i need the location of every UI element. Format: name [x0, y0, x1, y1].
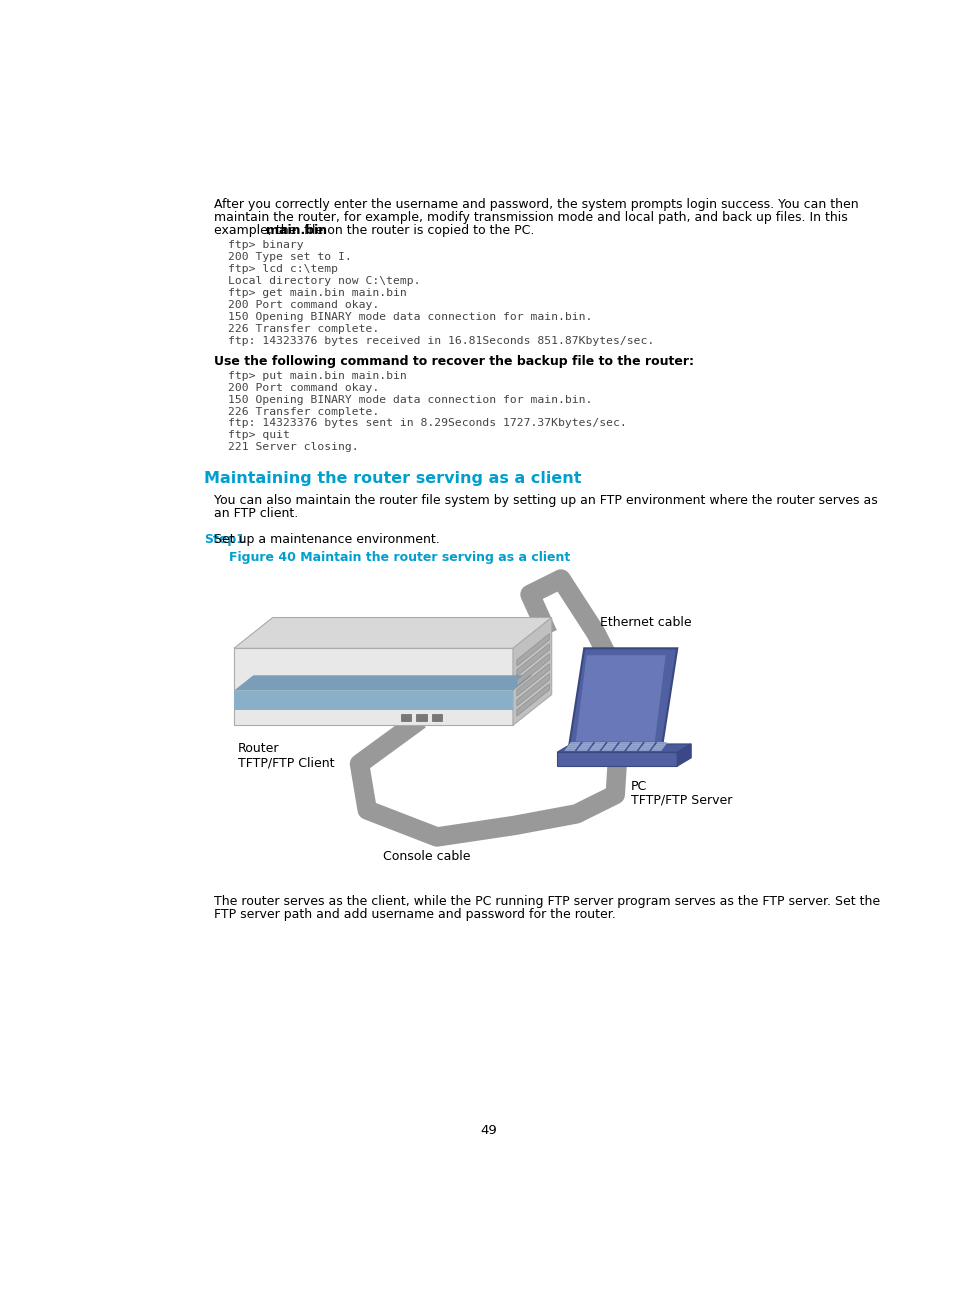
Text: Step1: Step1	[204, 533, 245, 546]
Polygon shape	[517, 674, 549, 706]
Polygon shape	[639, 748, 649, 750]
Polygon shape	[568, 648, 677, 748]
Text: ftp> get main.bin main.bin: ftp> get main.bin main.bin	[228, 288, 406, 298]
Polygon shape	[604, 744, 616, 746]
Text: ftp: 14323376 bytes received in 16.81Seconds 851.87Kbytes/sec.: ftp: 14323376 bytes received in 16.81Sec…	[228, 336, 654, 346]
Text: ftp> lcd c:\temp: ftp> lcd c:\temp	[228, 264, 337, 273]
Bar	[431, 714, 442, 722]
Polygon shape	[592, 744, 603, 746]
Polygon shape	[603, 746, 614, 749]
Text: FTP server path and add username and password for the router.: FTP server path and add username and pas…	[213, 907, 615, 921]
Text: TFTP/FTP Server: TFTP/FTP Server	[630, 794, 731, 807]
Polygon shape	[233, 648, 513, 726]
Text: PC: PC	[630, 780, 646, 793]
Polygon shape	[606, 743, 617, 744]
Text: 49: 49	[480, 1124, 497, 1137]
Polygon shape	[656, 743, 666, 744]
Polygon shape	[617, 744, 628, 746]
Polygon shape	[569, 743, 579, 744]
Polygon shape	[629, 744, 640, 746]
Polygon shape	[575, 656, 665, 741]
Polygon shape	[581, 743, 592, 744]
Polygon shape	[233, 617, 551, 648]
Text: 200 Port command okay.: 200 Port command okay.	[228, 382, 378, 393]
Polygon shape	[640, 746, 651, 749]
Polygon shape	[517, 634, 549, 666]
Text: 226 Transfer complete.: 226 Transfer complete.	[228, 407, 378, 416]
Text: Router: Router	[237, 743, 279, 756]
Polygon shape	[631, 743, 641, 744]
Text: Console cable: Console cable	[382, 850, 470, 863]
Polygon shape	[517, 684, 549, 717]
Polygon shape	[677, 744, 691, 766]
Polygon shape	[614, 748, 624, 750]
Polygon shape	[601, 748, 612, 750]
Polygon shape	[654, 744, 665, 746]
Polygon shape	[591, 746, 601, 749]
Text: example, the: example, the	[213, 224, 300, 237]
Polygon shape	[557, 752, 677, 766]
Polygon shape	[643, 743, 654, 744]
Bar	[416, 714, 427, 722]
Text: You can also maintain the router file system by setting up an FTP environment wh: You can also maintain the router file sy…	[213, 494, 877, 507]
Text: 226 Transfer complete.: 226 Transfer complete.	[228, 324, 378, 334]
Text: maintain the router, for example, modify transmission mode and local path, and b: maintain the router, for example, modify…	[213, 211, 846, 224]
Text: 150 Opening BINARY mode data connection for main.bin.: 150 Opening BINARY mode data connection …	[228, 394, 592, 404]
Polygon shape	[579, 744, 591, 746]
Text: Local directory now C:\temp.: Local directory now C:\temp.	[228, 276, 420, 286]
Text: ftp> quit: ftp> quit	[228, 430, 290, 441]
Text: TFTP/FTP Client: TFTP/FTP Client	[237, 756, 334, 769]
Text: 221 Server closing.: 221 Server closing.	[228, 442, 358, 452]
Polygon shape	[564, 748, 575, 750]
Text: file on the router is copied to the PC.: file on the router is copied to the PC.	[299, 224, 534, 237]
Polygon shape	[567, 744, 578, 746]
Polygon shape	[616, 746, 626, 749]
Polygon shape	[589, 748, 599, 750]
Polygon shape	[577, 748, 587, 750]
Polygon shape	[651, 748, 661, 750]
Text: Ethernet cable: Ethernet cable	[599, 616, 691, 629]
Text: main.bin: main.bin	[266, 224, 327, 237]
Text: ftp: 14323376 bytes sent in 8.29Seconds 1727.37Kbytes/sec.: ftp: 14323376 bytes sent in 8.29Seconds …	[228, 419, 626, 429]
Text: The router serves as the client, while the PC running FTP server program serves : The router serves as the client, while t…	[213, 894, 879, 907]
Polygon shape	[594, 743, 604, 744]
Text: Maintaining the router serving as a client: Maintaining the router serving as a clie…	[204, 472, 581, 486]
Polygon shape	[513, 617, 551, 726]
Text: 200 Port command okay.: 200 Port command okay.	[228, 299, 378, 310]
Text: 200 Type set to I.: 200 Type set to I.	[228, 253, 351, 262]
Polygon shape	[641, 744, 653, 746]
Polygon shape	[578, 746, 589, 749]
Polygon shape	[566, 746, 577, 749]
Text: ftp> binary: ftp> binary	[228, 240, 303, 250]
Text: 150 Opening BINARY mode data connection for main.bin.: 150 Opening BINARY mode data connection …	[228, 312, 592, 321]
Bar	[400, 714, 411, 722]
Polygon shape	[517, 664, 549, 696]
Text: Set up a maintenance environment.: Set up a maintenance environment.	[213, 533, 439, 546]
Polygon shape	[557, 744, 691, 752]
Text: Use the following command to recover the backup file to the router:: Use the following command to recover the…	[213, 355, 693, 368]
Text: ftp> put main.bin main.bin: ftp> put main.bin main.bin	[228, 371, 406, 381]
Polygon shape	[626, 748, 637, 750]
Text: an FTP client.: an FTP client.	[213, 508, 297, 521]
Polygon shape	[233, 675, 532, 691]
Text: After you correctly enter the username and password, the system prompts login su: After you correctly enter the username a…	[213, 198, 858, 211]
Polygon shape	[628, 746, 639, 749]
Text: Figure 40 Maintain the router serving as a client: Figure 40 Maintain the router serving as…	[229, 551, 570, 564]
Polygon shape	[517, 644, 549, 677]
Polygon shape	[618, 743, 629, 744]
Polygon shape	[517, 653, 549, 686]
Polygon shape	[233, 691, 513, 710]
Polygon shape	[653, 746, 663, 749]
